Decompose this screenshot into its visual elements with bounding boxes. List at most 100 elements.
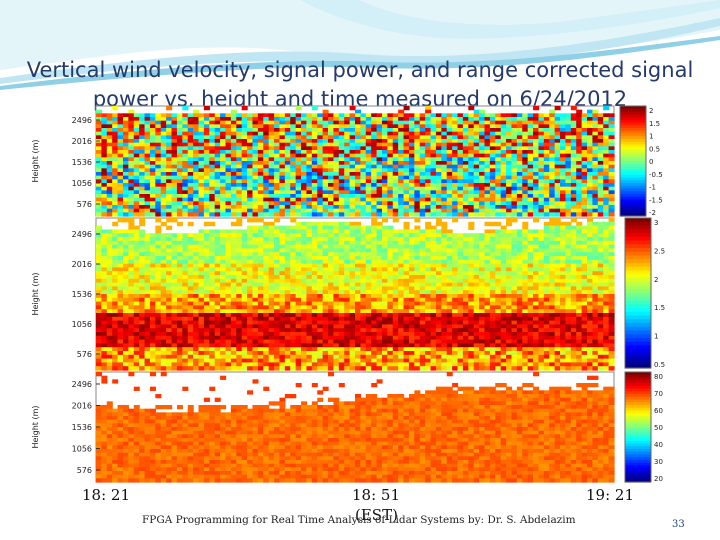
heatmap-cell	[252, 366, 259, 371]
heatmap-cell	[479, 183, 486, 188]
heatmap-cell	[176, 179, 183, 184]
heatmap-cell	[403, 139, 410, 144]
heatmap-cell	[333, 205, 340, 210]
heatmap-cell	[301, 205, 308, 210]
heatmap-cell	[290, 157, 297, 162]
heatmap-cell	[209, 146, 216, 151]
heatmap-cell	[117, 164, 124, 169]
heatmap-cell	[263, 161, 270, 166]
heatmap-cell	[193, 282, 200, 287]
heatmap-cell	[414, 205, 421, 210]
heatmap-cell	[506, 150, 513, 155]
heatmap-cell	[387, 190, 394, 195]
heatmap-cell	[284, 172, 291, 177]
heatmap-cell	[198, 153, 205, 158]
heatmap-cell	[484, 179, 491, 184]
heatmap-cell	[570, 113, 577, 118]
heatmap-cell	[349, 313, 356, 318]
heatmap-cell	[247, 194, 254, 199]
heatmap-cell	[171, 320, 178, 325]
heatmap-cell	[328, 286, 335, 291]
heatmap-cell	[301, 179, 308, 184]
heatmap-cell	[176, 320, 183, 325]
heatmap-cell	[516, 168, 523, 173]
heatmap-cell	[263, 212, 270, 217]
heatmap-cell	[203, 161, 210, 166]
heatmap-cell	[511, 168, 518, 173]
colorbar-segment	[620, 183, 646, 187]
heatmap-cell	[549, 128, 556, 133]
heatmap-cell	[187, 139, 194, 144]
heatmap-cell	[365, 263, 372, 268]
heatmap-cell	[495, 124, 502, 129]
heatmap-cell	[355, 190, 361, 195]
heatmap-cell	[430, 201, 437, 206]
heatmap-cell	[430, 142, 437, 147]
heatmap-cell	[419, 201, 426, 206]
heatmap-cell	[322, 157, 329, 162]
heatmap-cell	[220, 172, 227, 177]
heatmap-cell	[403, 194, 410, 199]
heatmap-cell	[311, 347, 318, 352]
heatmap-cell	[301, 172, 308, 177]
heatmap-cell	[338, 244, 345, 249]
heatmap-cell	[349, 168, 356, 173]
heatmap-cell	[106, 358, 113, 363]
heatmap-cell	[322, 164, 329, 169]
heatmap-cell	[365, 139, 372, 144]
heatmap-cell	[128, 190, 135, 195]
heatmap-cell	[338, 161, 345, 166]
heatmap-cell	[193, 278, 200, 284]
heatmap-cell	[209, 168, 216, 173]
heatmap-cell	[543, 157, 550, 162]
heatmap-cell	[257, 305, 264, 310]
heatmap-cell	[344, 328, 351, 333]
heatmap-cell	[230, 212, 237, 217]
heatmap-cell	[284, 194, 291, 199]
heatmap-cell	[381, 252, 388, 257]
heatmap-cell	[398, 309, 405, 314]
heatmap-cell	[106, 175, 113, 180]
heatmap-cell	[603, 117, 610, 122]
heatmap-cell	[306, 324, 313, 329]
heatmap-cell	[101, 142, 108, 147]
heatmap-cell	[317, 313, 324, 318]
heatmap-cell	[106, 354, 113, 360]
heatmap-cell	[408, 172, 415, 177]
heatmap-cell	[166, 120, 173, 125]
heatmap-cell	[328, 124, 335, 129]
heatmap-cell	[473, 186, 480, 191]
heatmap-cell	[365, 343, 372, 348]
heatmap-cell	[149, 120, 156, 125]
heatmap-cell	[96, 128, 102, 133]
heatmap-cell	[506, 135, 513, 140]
heatmap-cell	[193, 244, 200, 249]
heatmap-cell	[214, 131, 221, 136]
heatmap-cell	[268, 248, 275, 253]
heatmap-cell	[295, 197, 302, 202]
heatmap-cell	[419, 131, 426, 136]
heatmap-cell	[117, 248, 124, 253]
heatmap-cell	[301, 161, 308, 166]
heatmap-cell	[381, 197, 388, 202]
heatmap-cell	[403, 271, 410, 276]
heatmap-cell	[333, 194, 340, 199]
heatmap-cell	[166, 131, 173, 136]
heatmap-cell	[403, 142, 410, 147]
heatmap-cell	[376, 172, 383, 177]
heatmap-cell	[176, 351, 183, 356]
heatmap-cell	[220, 362, 227, 367]
heatmap-cell	[128, 316, 135, 322]
heatmap-cell	[128, 201, 135, 206]
heatmap-cell	[387, 205, 394, 210]
heatmap-cell	[101, 212, 108, 217]
heatmap-cell	[522, 175, 529, 180]
heatmap-cell	[473, 190, 480, 195]
heatmap-cell	[176, 142, 183, 147]
heatmap-cell	[587, 131, 594, 136]
heatmap-cell	[511, 124, 518, 129]
heatmap-cell	[355, 252, 361, 257]
heatmap-cell	[230, 150, 237, 155]
heatmap-cell	[311, 142, 318, 147]
heatmap-cell	[247, 225, 254, 230]
